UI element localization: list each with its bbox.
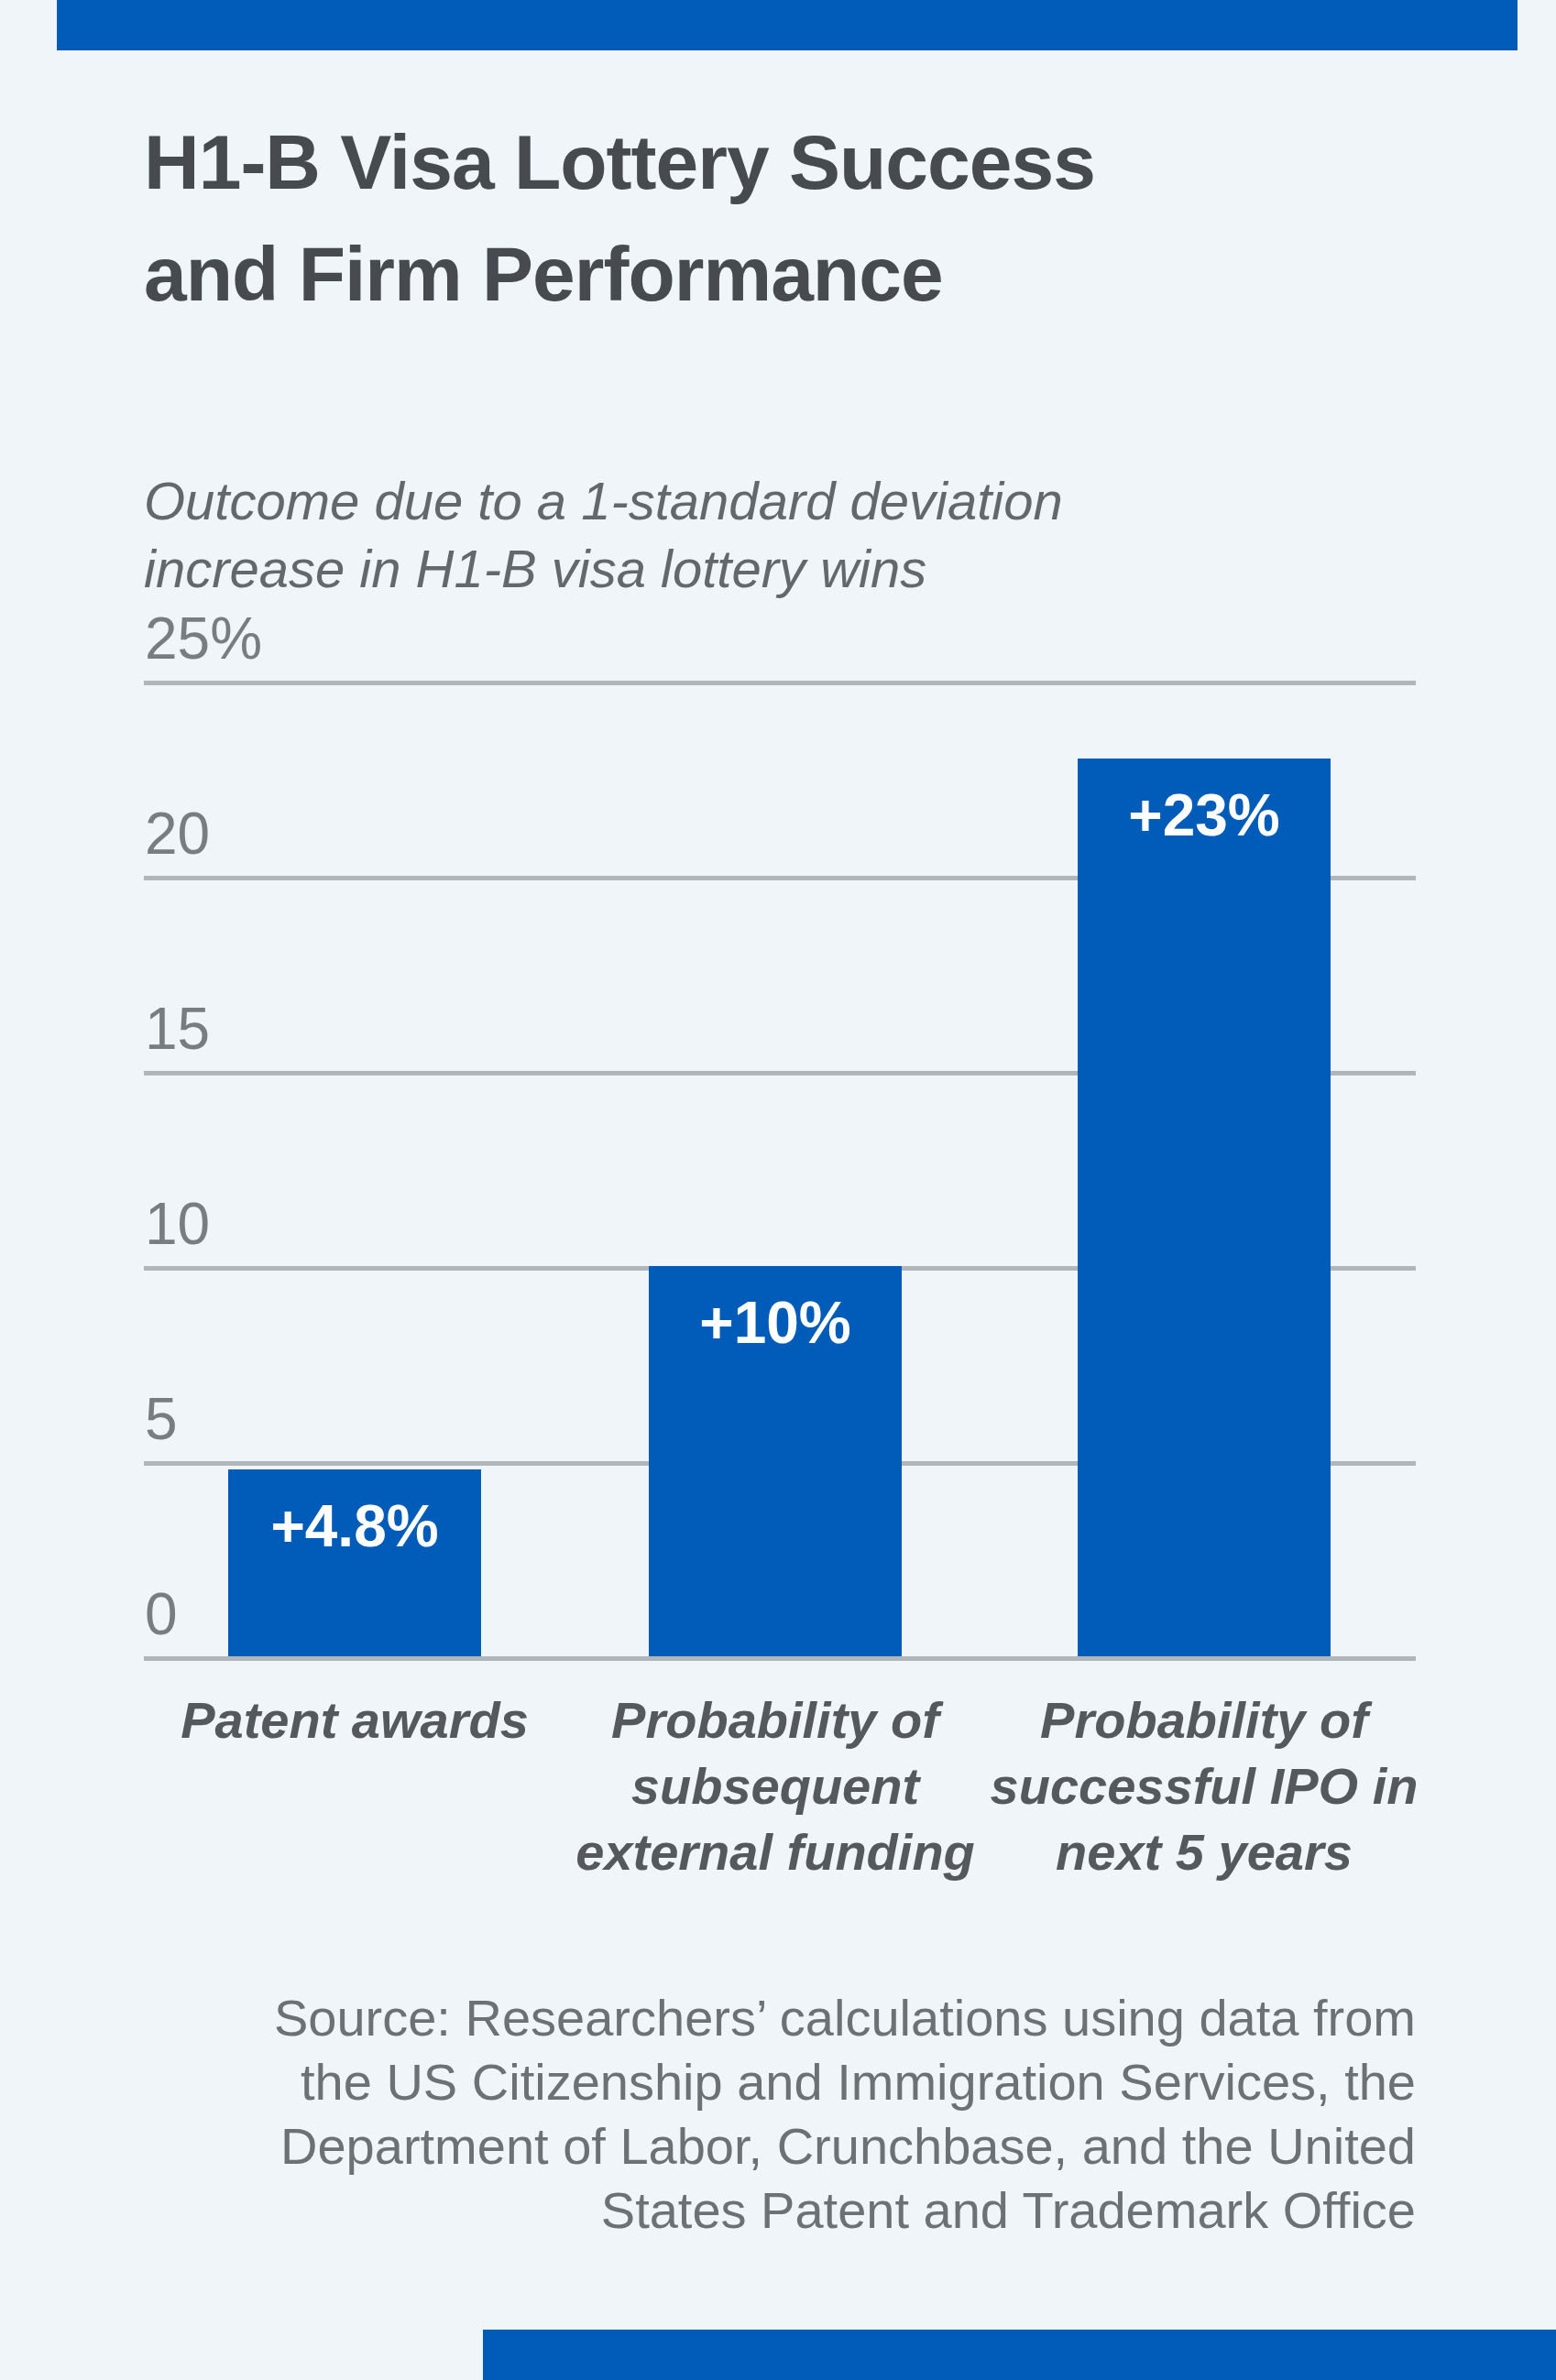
source-note: Source: Researchers’ calculations using … <box>183 1986 1416 2243</box>
chart-title: H1-B Visa Lottery Success and Firm Perfo… <box>144 106 1095 330</box>
y-tick-20: 20 <box>145 804 210 863</box>
gridline-25 <box>144 681 1416 685</box>
x-axis-label-successful-ipo: Probability of successful IPO in next 5 … <box>989 1687 1419 1885</box>
chart-subtitle: Outcome due to a 1-standard deviation in… <box>144 467 1063 603</box>
y-tick-0: 0 <box>145 1585 178 1643</box>
bar-successful-ipo: +23% <box>1078 759 1331 1656</box>
bottom-accent-bar <box>483 2330 1556 2380</box>
bar-value-label: +10% <box>699 1290 850 1356</box>
y-tick-15: 15 <box>145 999 210 1058</box>
figure-canvas: H1-B Visa Lottery Success and Firm Perfo… <box>0 0 1556 2380</box>
x-axis-label-subsequent-external-funding: Probability of subsequent external fundi… <box>560 1687 991 1885</box>
bar-value-label: +4.8% <box>270 1493 438 1559</box>
y-tick-25: 25% <box>145 609 262 668</box>
gridline-baseline <box>144 1656 1416 1661</box>
y-tick-10: 10 <box>145 1195 210 1253</box>
bar-patent-awards: +4.8% <box>228 1469 481 1656</box>
y-tick-5: 5 <box>145 1390 178 1448</box>
top-accent-bar <box>57 0 1518 50</box>
bar-value-label: +23% <box>1128 782 1279 848</box>
x-axis-label-patent-awards: Patent awards <box>139 1687 570 1753</box>
bar-subsequent-external-funding: +10% <box>649 1266 902 1656</box>
